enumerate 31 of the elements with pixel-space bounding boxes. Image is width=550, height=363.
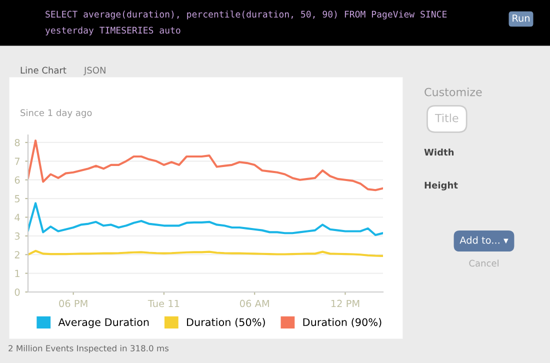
text: Customize	[424, 88, 482, 96]
y-tick-label: 7	[14, 158, 20, 165]
text: 2 Million Events Inspected in 318.0 ms	[8, 344, 169, 354]
text: Add to... ▾	[460, 236, 508, 244]
legend-label: Duration (50%)	[187, 318, 265, 328]
x-tick-label: 06 AM	[240, 300, 269, 308]
y-tick-label: 4	[14, 214, 20, 221]
line-series	[28, 202, 383, 236]
text: Cancel	[469, 260, 498, 267]
x-tick-label: 12 PM	[331, 300, 360, 308]
legend-label: Duration (90%)	[303, 318, 382, 328]
line-series	[28, 140, 383, 192]
y-tick-label: 1	[15, 270, 20, 278]
text: SELECT average(duration), percentile(duration, 50, 90) FROM PageView SINCE	[46, 10, 447, 20]
y-tick-label: 5	[14, 195, 20, 202]
chart-subtitle: Since 1 day ago	[20, 109, 92, 118]
text: Title	[434, 114, 458, 122]
y-tick-label: 3	[14, 232, 20, 240]
text: Line Chart	[20, 66, 66, 74]
y-tick-label: 2	[14, 251, 20, 258]
text: yesterday TIMESERIES auto	[45, 26, 180, 36]
text: Run	[512, 14, 530, 22]
x-tick-label: Tue 11	[148, 300, 180, 308]
y-tick-label: 0	[14, 288, 20, 296]
y-tick-label: 6	[14, 176, 20, 184]
text: JSON	[84, 66, 106, 76]
x-tick-label: 06 PM	[59, 300, 88, 308]
text: Height	[424, 182, 458, 190]
y-tick-label: 8	[14, 138, 20, 146]
legend-label: Average Duration	[58, 318, 149, 328]
text: Width	[424, 148, 454, 156]
